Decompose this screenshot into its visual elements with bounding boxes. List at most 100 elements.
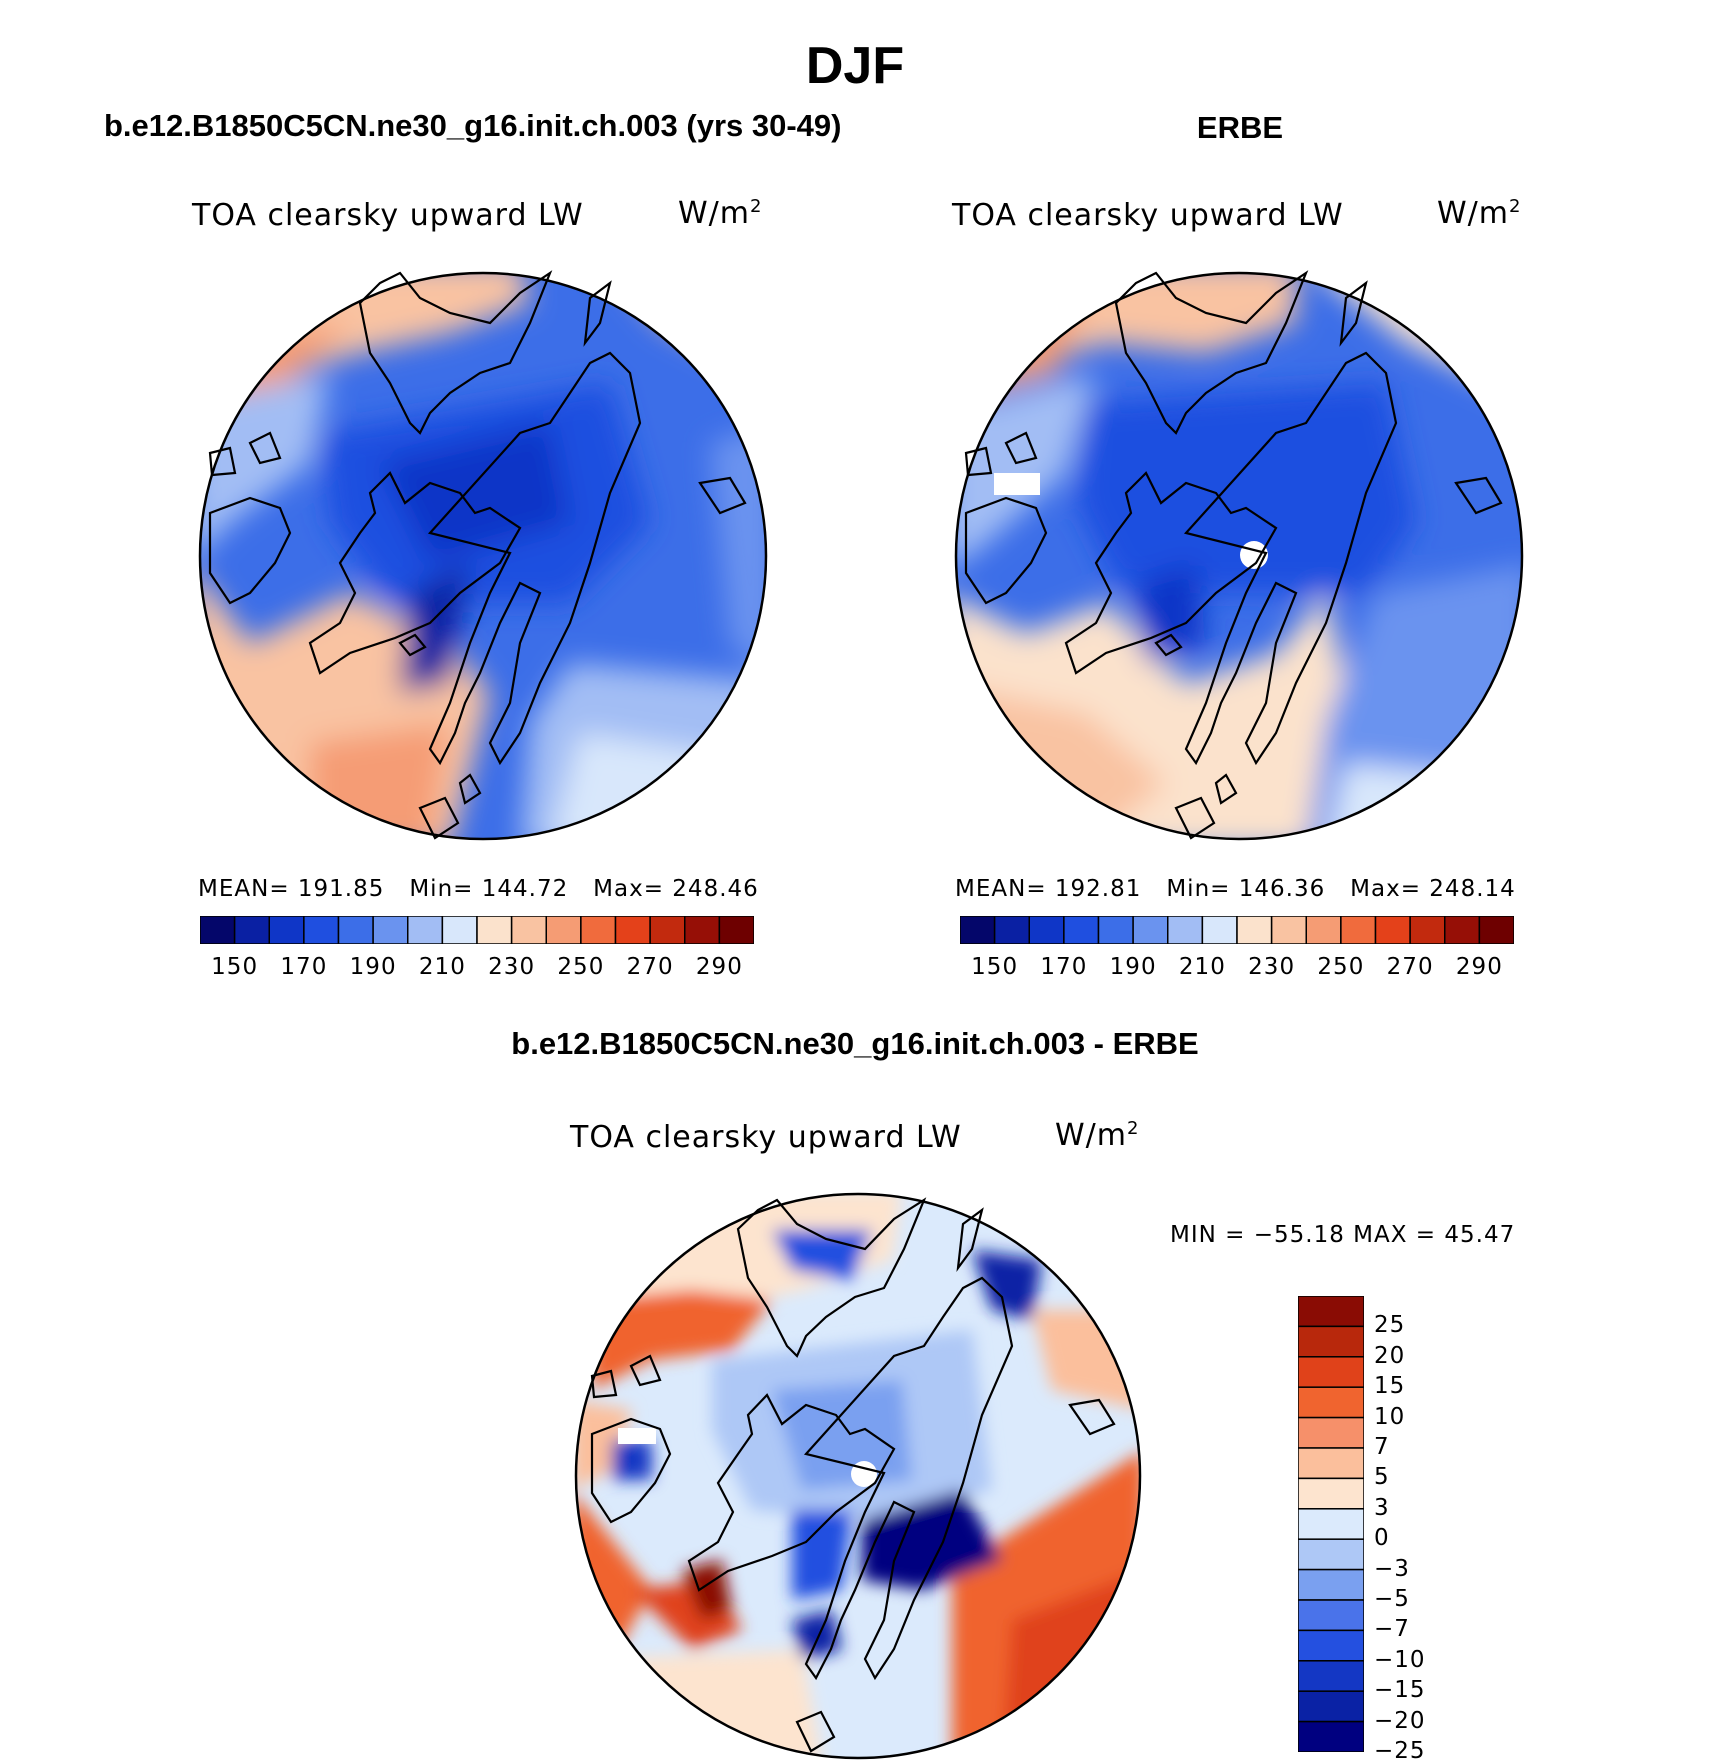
panel2-colorbar-box [1028,916,1065,944]
difference-colorbar-box [1298,1599,1364,1632]
panel2-colorbar-box [1063,916,1100,944]
panel1-colorbar-tick-label: 150 [211,954,259,980]
panel1-colorbar-tick-label: 250 [557,954,605,980]
difference-colorbar-box [1298,1629,1364,1662]
difference-colorbar-box [1298,1356,1364,1388]
panel2-coastlines [964,270,1503,840]
panel1-colorbar-box [372,916,409,944]
panel1-colorbar-box [649,916,686,944]
difference-units: W/m2 [1055,1118,1140,1153]
difference-colorbar-box [1298,1477,1364,1510]
panel1-border [198,271,768,841]
panel1-colorbar-tick-label: 290 [695,954,743,980]
difference-colorbar-tick-label: −25 [1374,1738,1426,1764]
panel1-units: W/m2 [678,196,763,231]
difference-colorbar-tick-label: −7 [1374,1616,1410,1643]
panel2-colorbar-box [1444,916,1481,944]
panel2-colorbar-box [1340,916,1377,944]
difference-colorbar [1298,1296,1364,1752]
difference-colorbar-box [1298,1296,1364,1328]
panel1-colorbar-box [684,916,721,944]
panel2-border [954,271,1524,841]
panel1-polar-map [198,270,768,841]
panel1-colorbar-box [580,916,617,944]
difference-colorbar-tick-label: 0 [1374,1525,1390,1552]
panel2-units: W/m2 [1437,196,1522,231]
panel1-colorbar-box [441,916,478,944]
panel2-colorbar-box [1270,916,1308,944]
panel1-colorbar-tick-label: 210 [418,954,466,980]
panel2-colorbar-tick-label: 230 [1248,954,1296,980]
difference-field [576,1194,1140,1758]
difference-colorbar-box [1298,1386,1364,1419]
panel2-colorbar-box [1132,916,1169,944]
difference-colorbar-tick-label: −20 [1374,1707,1426,1734]
panel2-colorbar-box [1305,916,1342,944]
difference-colorbar-labels: 25 20 15 10 7 5 3 0 −3 −5 −7 −10 −15 −20 −25 [1374,1296,1494,1764]
difference-minmax: MIN = −55.18 MAX = 45.47 [1170,1222,1516,1248]
panel1-colorbar-tick-label: 230 [488,954,536,980]
panel2-variable: TOA clearsky upward LW [952,198,1344,233]
difference-colorbar-box [1298,1690,1364,1723]
panel2-colorbar-tick-label: 190 [1109,954,1157,980]
panel2-colorbar-box [993,916,1031,944]
panel1-colorbar-box [200,916,236,944]
panel1-colorbar-box [407,916,444,944]
panel2-colorbar [960,916,1514,944]
panel2-colorbar-tick-label: 150 [971,954,1019,980]
panel1-colorbar-box [233,916,271,944]
panel2-colorbar-tick-label: 290 [1455,954,1503,980]
panel1-colorbar-box [718,916,754,944]
panel1-colorbar-box [337,916,374,944]
difference-colorbar-tick-label: 25 [1374,1312,1406,1339]
difference-border [574,1192,1142,1760]
panel2-colorbar-tick-label: 250 [1317,954,1365,980]
panel-title-model: b.e12.B1850C5CN.ne30_g16.init.ch.003 (yr… [104,108,842,143]
difference-colorbar-tick-label: 5 [1374,1464,1390,1491]
panel2-colorbar-box [1201,916,1238,944]
difference-colorbar-tick-label: −15 [1374,1677,1426,1704]
difference-polar-map [574,1192,1142,1760]
difference-colorbar-tick-label: 3 [1374,1494,1390,1521]
difference-colorbar-tick-label: −5 [1374,1586,1410,1612]
panel1-colorbar-box [268,916,305,944]
panel1-colorbar-box [614,916,651,944]
panel2-colorbar-box [960,916,996,944]
panel1-colorbar-labels: 150 170 190 210 230 250 270 290 [200,954,754,984]
difference-colorbar-tick-label: 15 [1374,1373,1406,1400]
difference-colorbar-box [1298,1447,1364,1480]
difference-colorbar-tick-label: −10 [1374,1646,1426,1673]
panel2-polar-map [954,270,1524,841]
panel2-colorbar-box [1236,916,1273,944]
difference-colorbar-tick-label: 20 [1374,1342,1406,1369]
difference-coastlines [590,1197,1116,1753]
panel2-stats: MEAN= 192.81 Min= 146.36 Max= 248.14 [955,876,1516,902]
difference-variable: TOA clearsky upward LW [570,1120,962,1155]
panel1-colorbar-box [476,916,513,944]
panel1-colorbar-box [303,916,340,944]
difference-colorbar-box [1298,1720,1364,1752]
difference-colorbar-box [1298,1416,1364,1449]
panel2-colorbar-box [1409,916,1446,944]
difference-colorbar-box [1298,1325,1364,1358]
panel1-variable: TOA clearsky upward LW [192,198,584,233]
panel1-colorbar [200,916,754,944]
panel1-colorbar-tick-label: 270 [626,954,674,980]
difference-colorbar-box [1298,1508,1364,1540]
panel2-colorbar-box [1374,916,1411,944]
panel2-colorbar-box [1097,916,1134,944]
difference-title: b.e12.B1850C5CN.ne30_g16.init.ch.003 - E… [511,1026,1199,1061]
panel2-colorbar-tick-label: 210 [1178,954,1226,980]
difference-colorbar-tick-label: 7 [1374,1434,1390,1460]
difference-colorbar-tick-label: −3 [1374,1555,1410,1582]
panel1-colorbar-box [545,916,582,944]
panel1-colorbar-box [510,916,548,944]
panel1-stats: MEAN= 191.85 Min= 144.72 Max= 248.46 [198,876,759,902]
panel-title-obs: ERBE [1196,110,1284,145]
panel2-colorbar-labels: 150 170 190 210 230 250 270 290 [960,954,1514,984]
panel2-colorbar-box [1478,916,1514,944]
panel2-colorbar-tick-label: 170 [1040,954,1088,980]
panel2-colorbar-tick-label: 270 [1386,954,1434,980]
panel1-colorbar-tick-label: 170 [280,954,328,980]
difference-colorbar-box [1298,1660,1364,1692]
